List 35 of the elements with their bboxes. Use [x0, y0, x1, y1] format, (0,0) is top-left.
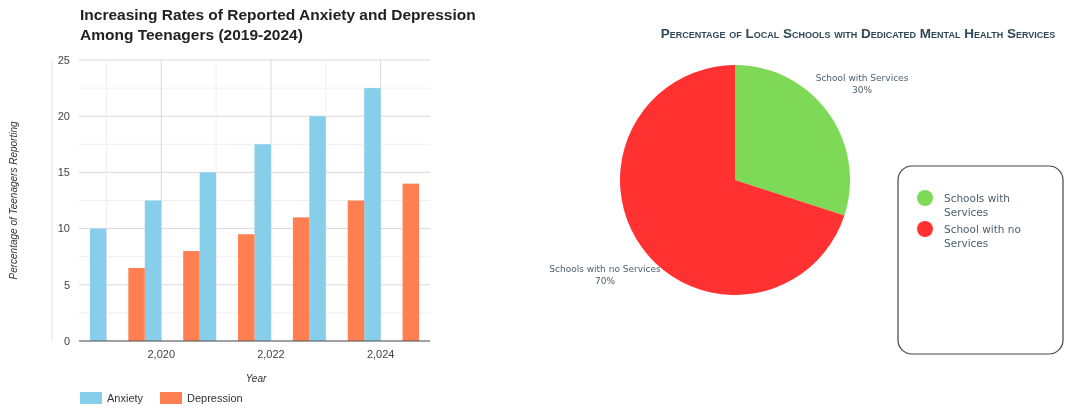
- x-tick-label: 2,020: [147, 348, 176, 360]
- bar: [254, 144, 271, 341]
- text: School with Services: [815, 73, 909, 83]
- legend-label: Depression: [187, 391, 243, 404]
- y-tick-label: 25: [57, 53, 70, 66]
- y-axis-title: Percentage of Teenagers Reporting: [8, 121, 19, 280]
- bar: [199, 172, 217, 341]
- bar: [364, 88, 381, 341]
- data-label: 30%: [851, 85, 873, 95]
- bar: [238, 234, 255, 341]
- data-label: 70%: [594, 276, 616, 286]
- bar: [144, 200, 162, 341]
- bar: [309, 116, 326, 341]
- legend-label: School with no Services: [944, 223, 1021, 249]
- legend-label: Schools with Services: [944, 192, 1010, 218]
- bar: [128, 267, 145, 341]
- text: Schools with no Services: [549, 264, 662, 274]
- bar: [347, 200, 365, 341]
- y-tick-label: 20: [57, 110, 70, 123]
- y-tick-label: 10: [57, 222, 70, 235]
- bar: [402, 183, 420, 341]
- x-tick-label: 2,024: [366, 348, 395, 360]
- bar: [292, 217, 310, 341]
- bar: [183, 251, 200, 341]
- y-tick-label: 0: [63, 334, 70, 347]
- chart-title: Increasing Rates of Reported Anxiety and Depression Among Teenagers (2019-2024): [80, 6, 476, 43]
- y-tick-label: 5: [63, 278, 70, 291]
- bar: [89, 228, 107, 341]
- legend-label: Anxiety: [107, 391, 144, 404]
- x-axis-title: Year: [245, 373, 267, 384]
- pie-slice: [735, 65, 850, 216]
- chart-title: Percentage of Local Schools with Dedicated Mental Health Services: [660, 26, 1056, 41]
- y-tick-label: 15: [57, 166, 70, 179]
- x-tick-label: 2,022: [257, 348, 285, 360]
- pie-slice: [620, 65, 845, 295]
